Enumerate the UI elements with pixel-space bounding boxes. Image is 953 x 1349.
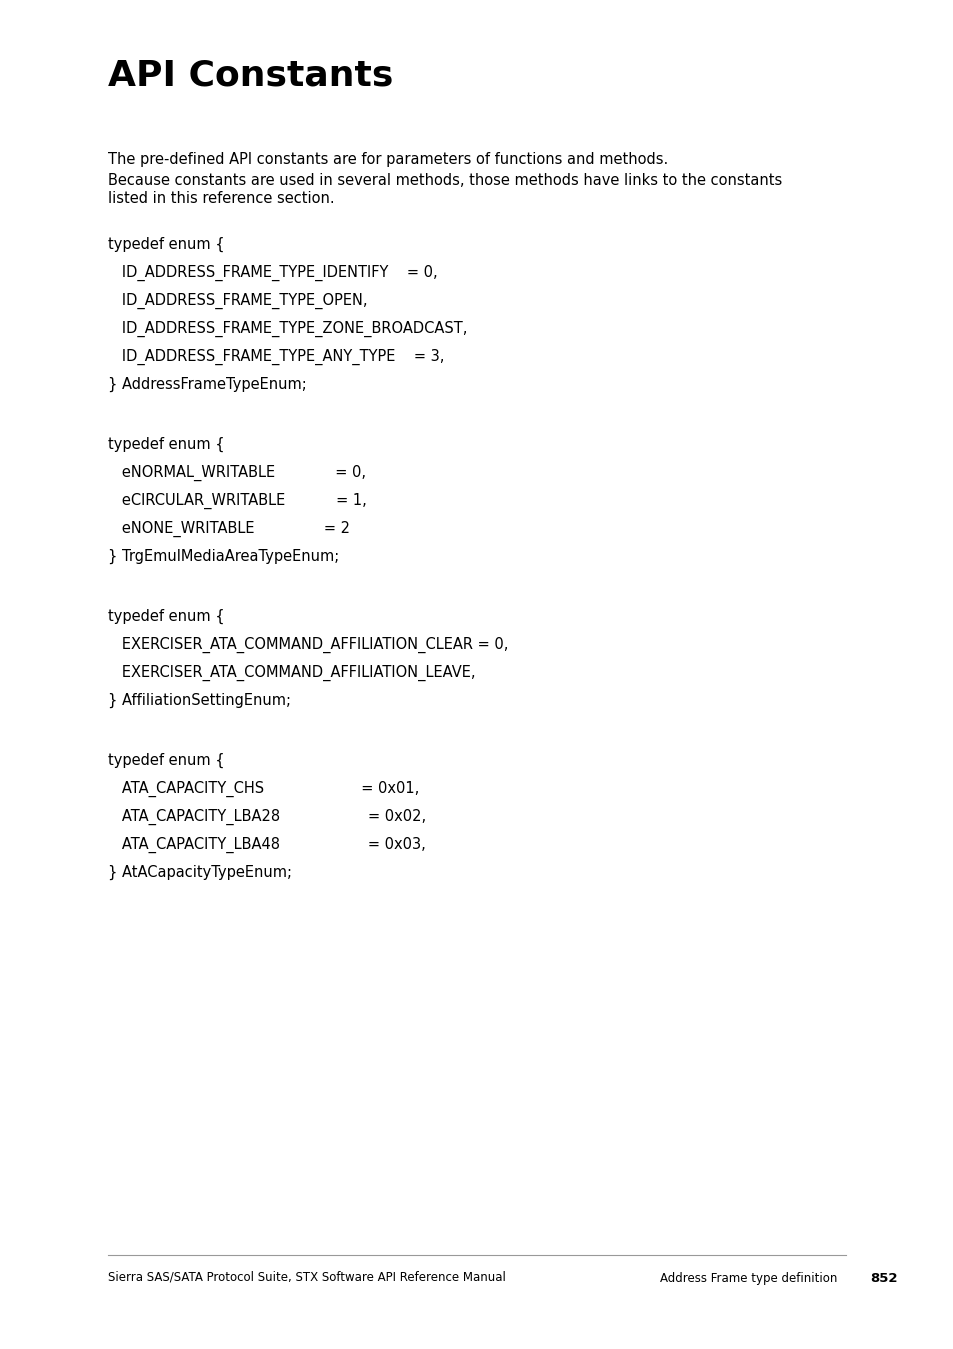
- Text: typedef enum {: typedef enum {: [108, 437, 224, 452]
- Text: EXERCISER_ATA_COMMAND_AFFILIATION_CLEAR = 0,: EXERCISER_ATA_COMMAND_AFFILIATION_CLEAR …: [108, 637, 508, 653]
- Text: The pre-defined API constants are for parameters of functions and methods.: The pre-defined API constants are for pa…: [108, 152, 667, 167]
- Text: ATA_CAPACITY_LBA28                   = 0x02,: ATA_CAPACITY_LBA28 = 0x02,: [108, 809, 426, 826]
- Text: ID_ADDRESS_FRAME_TYPE_ANY_TYPE    = 3,: ID_ADDRESS_FRAME_TYPE_ANY_TYPE = 3,: [108, 349, 444, 366]
- Text: typedef enum {: typedef enum {: [108, 753, 224, 768]
- Text: eCIRCULAR_WRITABLE           = 1,: eCIRCULAR_WRITABLE = 1,: [108, 492, 366, 509]
- Text: } AtACapacityTypeEnum;: } AtACapacityTypeEnum;: [108, 865, 292, 880]
- Text: API Constants: API Constants: [108, 58, 393, 92]
- Text: eNORMAL_WRITABLE             = 0,: eNORMAL_WRITABLE = 0,: [108, 465, 366, 482]
- Text: ID_ADDRESS_FRAME_TYPE_OPEN,: ID_ADDRESS_FRAME_TYPE_OPEN,: [108, 293, 367, 309]
- Text: ATA_CAPACITY_LBA48                   = 0x03,: ATA_CAPACITY_LBA48 = 0x03,: [108, 836, 425, 853]
- Text: typedef enum {: typedef enum {: [108, 608, 224, 625]
- Text: ID_ADDRESS_FRAME_TYPE_IDENTIFY    = 0,: ID_ADDRESS_FRAME_TYPE_IDENTIFY = 0,: [108, 264, 437, 281]
- Text: 852: 852: [869, 1272, 897, 1286]
- Text: EXERCISER_ATA_COMMAND_AFFILIATION_LEAVE,: EXERCISER_ATA_COMMAND_AFFILIATION_LEAVE,: [108, 665, 475, 681]
- Text: Sierra SAS/SATA Protocol Suite, STX Software API Reference Manual: Sierra SAS/SATA Protocol Suite, STX Soft…: [108, 1269, 505, 1283]
- Text: listed in this reference section.: listed in this reference section.: [108, 192, 335, 206]
- Text: } AddressFrameTypeEnum;: } AddressFrameTypeEnum;: [108, 376, 307, 393]
- Text: } AffiliationSettingEnum;: } AffiliationSettingEnum;: [108, 693, 291, 708]
- Text: Address Frame type definition: Address Frame type definition: [659, 1272, 837, 1286]
- Text: } TrgEmulMediaAreaTypeEnum;: } TrgEmulMediaAreaTypeEnum;: [108, 549, 339, 564]
- Text: ID_ADDRESS_FRAME_TYPE_ZONE_BROADCAST,: ID_ADDRESS_FRAME_TYPE_ZONE_BROADCAST,: [108, 321, 467, 337]
- Text: typedef enum {: typedef enum {: [108, 237, 224, 252]
- Text: ATA_CAPACITY_CHS                     = 0x01,: ATA_CAPACITY_CHS = 0x01,: [108, 781, 418, 797]
- Text: eNONE_WRITABLE               = 2: eNONE_WRITABLE = 2: [108, 521, 350, 537]
- Text: Because constants are used in several methods, those methods have links to the c: Because constants are used in several me…: [108, 173, 781, 188]
